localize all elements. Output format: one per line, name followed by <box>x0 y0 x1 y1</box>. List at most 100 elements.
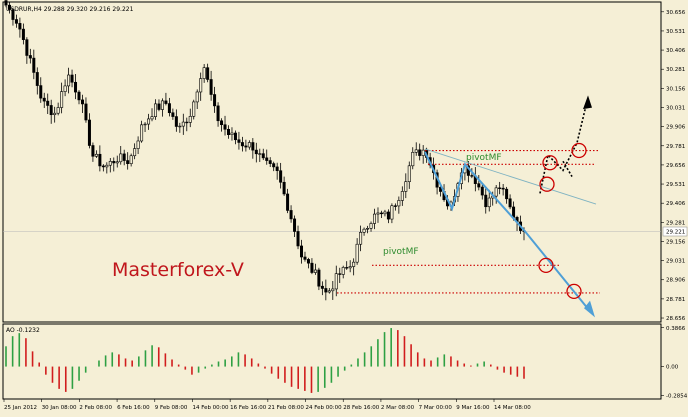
candle-body <box>14 19 18 24</box>
main-plot <box>3 0 661 301</box>
candle-body <box>275 166 279 172</box>
candle-body <box>185 121 189 124</box>
candle-body <box>348 266 352 269</box>
y-tick-label: 30.031 <box>666 105 685 111</box>
candle-body <box>74 81 78 93</box>
candle-body <box>167 103 171 114</box>
candle-body <box>244 145 248 148</box>
x-tick-label: 21 Feb 08:00 <box>268 405 305 411</box>
candle-body <box>300 245 304 258</box>
candle-body <box>42 97 46 102</box>
candle-body <box>126 160 130 164</box>
candle-body <box>195 91 199 103</box>
candle-body <box>484 194 488 208</box>
y-tick-label: 30.156 <box>666 86 686 92</box>
x-tick-label: 9 Mar 16:00 <box>456 405 490 411</box>
candle-body <box>67 74 71 87</box>
candle-body <box>84 103 88 121</box>
y-tick-label: 29.406 <box>666 201 686 207</box>
candle-body <box>494 187 498 197</box>
candle-body <box>199 78 203 93</box>
candle-body <box>209 79 213 95</box>
candle-body <box>108 161 112 166</box>
candle-body <box>63 85 67 92</box>
candle-body <box>60 91 64 108</box>
candle-body <box>254 149 258 155</box>
candle-body <box>386 211 390 220</box>
candle-body <box>366 228 370 230</box>
candle-body <box>334 273 338 290</box>
candle-body <box>147 118 151 125</box>
candle-body <box>505 188 509 200</box>
target-arrow-head <box>584 300 595 318</box>
branch-path <box>562 160 573 177</box>
candle-body <box>261 153 265 159</box>
candle-body <box>223 124 227 130</box>
x-tick-label: 24 Feb 00:00 <box>306 405 343 411</box>
candle-body <box>247 142 251 148</box>
candle-body <box>233 132 237 141</box>
bullish-scenario-path <box>539 101 588 194</box>
candle-body <box>345 267 349 269</box>
candle-body <box>171 112 175 117</box>
candle-body <box>487 197 491 208</box>
target-circle <box>566 283 582 300</box>
candle-body <box>282 181 286 195</box>
candle-body <box>393 205 397 207</box>
ao-axis: 0.3866 0.00 -0.2854 <box>661 326 688 399</box>
candle-body <box>136 140 140 149</box>
candle-body <box>21 28 25 40</box>
candle-body <box>226 128 230 136</box>
x-tick-label: 16 Feb 16:00 <box>230 405 267 411</box>
candle-body <box>7 4 11 10</box>
target-circle <box>542 155 558 171</box>
x-tick-label: 28 Feb 16:00 <box>343 405 380 411</box>
candle-body <box>4 0 8 6</box>
candle-body <box>122 153 126 161</box>
candle-body <box>101 165 105 168</box>
candle-body <box>230 132 234 136</box>
y-tick-label: 28.656 <box>666 316 686 322</box>
candle-body <box>306 259 310 264</box>
y-tick-label: 29.031 <box>666 259 685 265</box>
target-circle <box>571 142 587 159</box>
candle-body <box>77 91 81 101</box>
candle-body <box>11 9 15 20</box>
candle-body <box>53 112 57 116</box>
candle-body <box>470 175 474 177</box>
y-tick-label: 29.906 <box>666 125 686 131</box>
target-circle <box>539 176 555 192</box>
target-circle <box>538 257 554 273</box>
ao-label: AO -0.1232 <box>6 327 40 334</box>
candle-body <box>376 212 380 215</box>
pivot-label-upper: pivotMF <box>466 153 502 163</box>
candle-body <box>414 149 418 153</box>
candle-body <box>352 261 356 267</box>
candle-body <box>477 183 481 188</box>
candle-body <box>91 145 95 157</box>
candle-body <box>46 100 50 106</box>
candle-body <box>237 139 241 143</box>
main-panel-frame <box>2 1 662 323</box>
candle-body <box>112 161 116 164</box>
candle-body <box>508 198 512 208</box>
candle-body <box>359 232 363 245</box>
candle-body <box>39 85 43 99</box>
candle-body <box>341 267 345 275</box>
candle-body <box>421 149 425 156</box>
candle-body <box>327 290 331 293</box>
candle-body <box>140 124 144 142</box>
y-tick-label: 30.531 <box>666 29 685 35</box>
drawing-overlay <box>337 95 600 318</box>
candle-body <box>94 153 98 157</box>
price-axis: 30.656 30.531 30.406 30.281 30.156 30.031 29.9… <box>661 10 688 322</box>
candle-body <box>313 269 317 273</box>
candle-body <box>397 200 401 207</box>
x-tick-label: 25 Jan 2012 <box>4 405 37 411</box>
x-tick-label: 9 Feb 08:00 <box>155 405 188 411</box>
candle-body <box>181 121 185 127</box>
candle-body <box>160 100 164 110</box>
candle-body <box>35 72 39 86</box>
